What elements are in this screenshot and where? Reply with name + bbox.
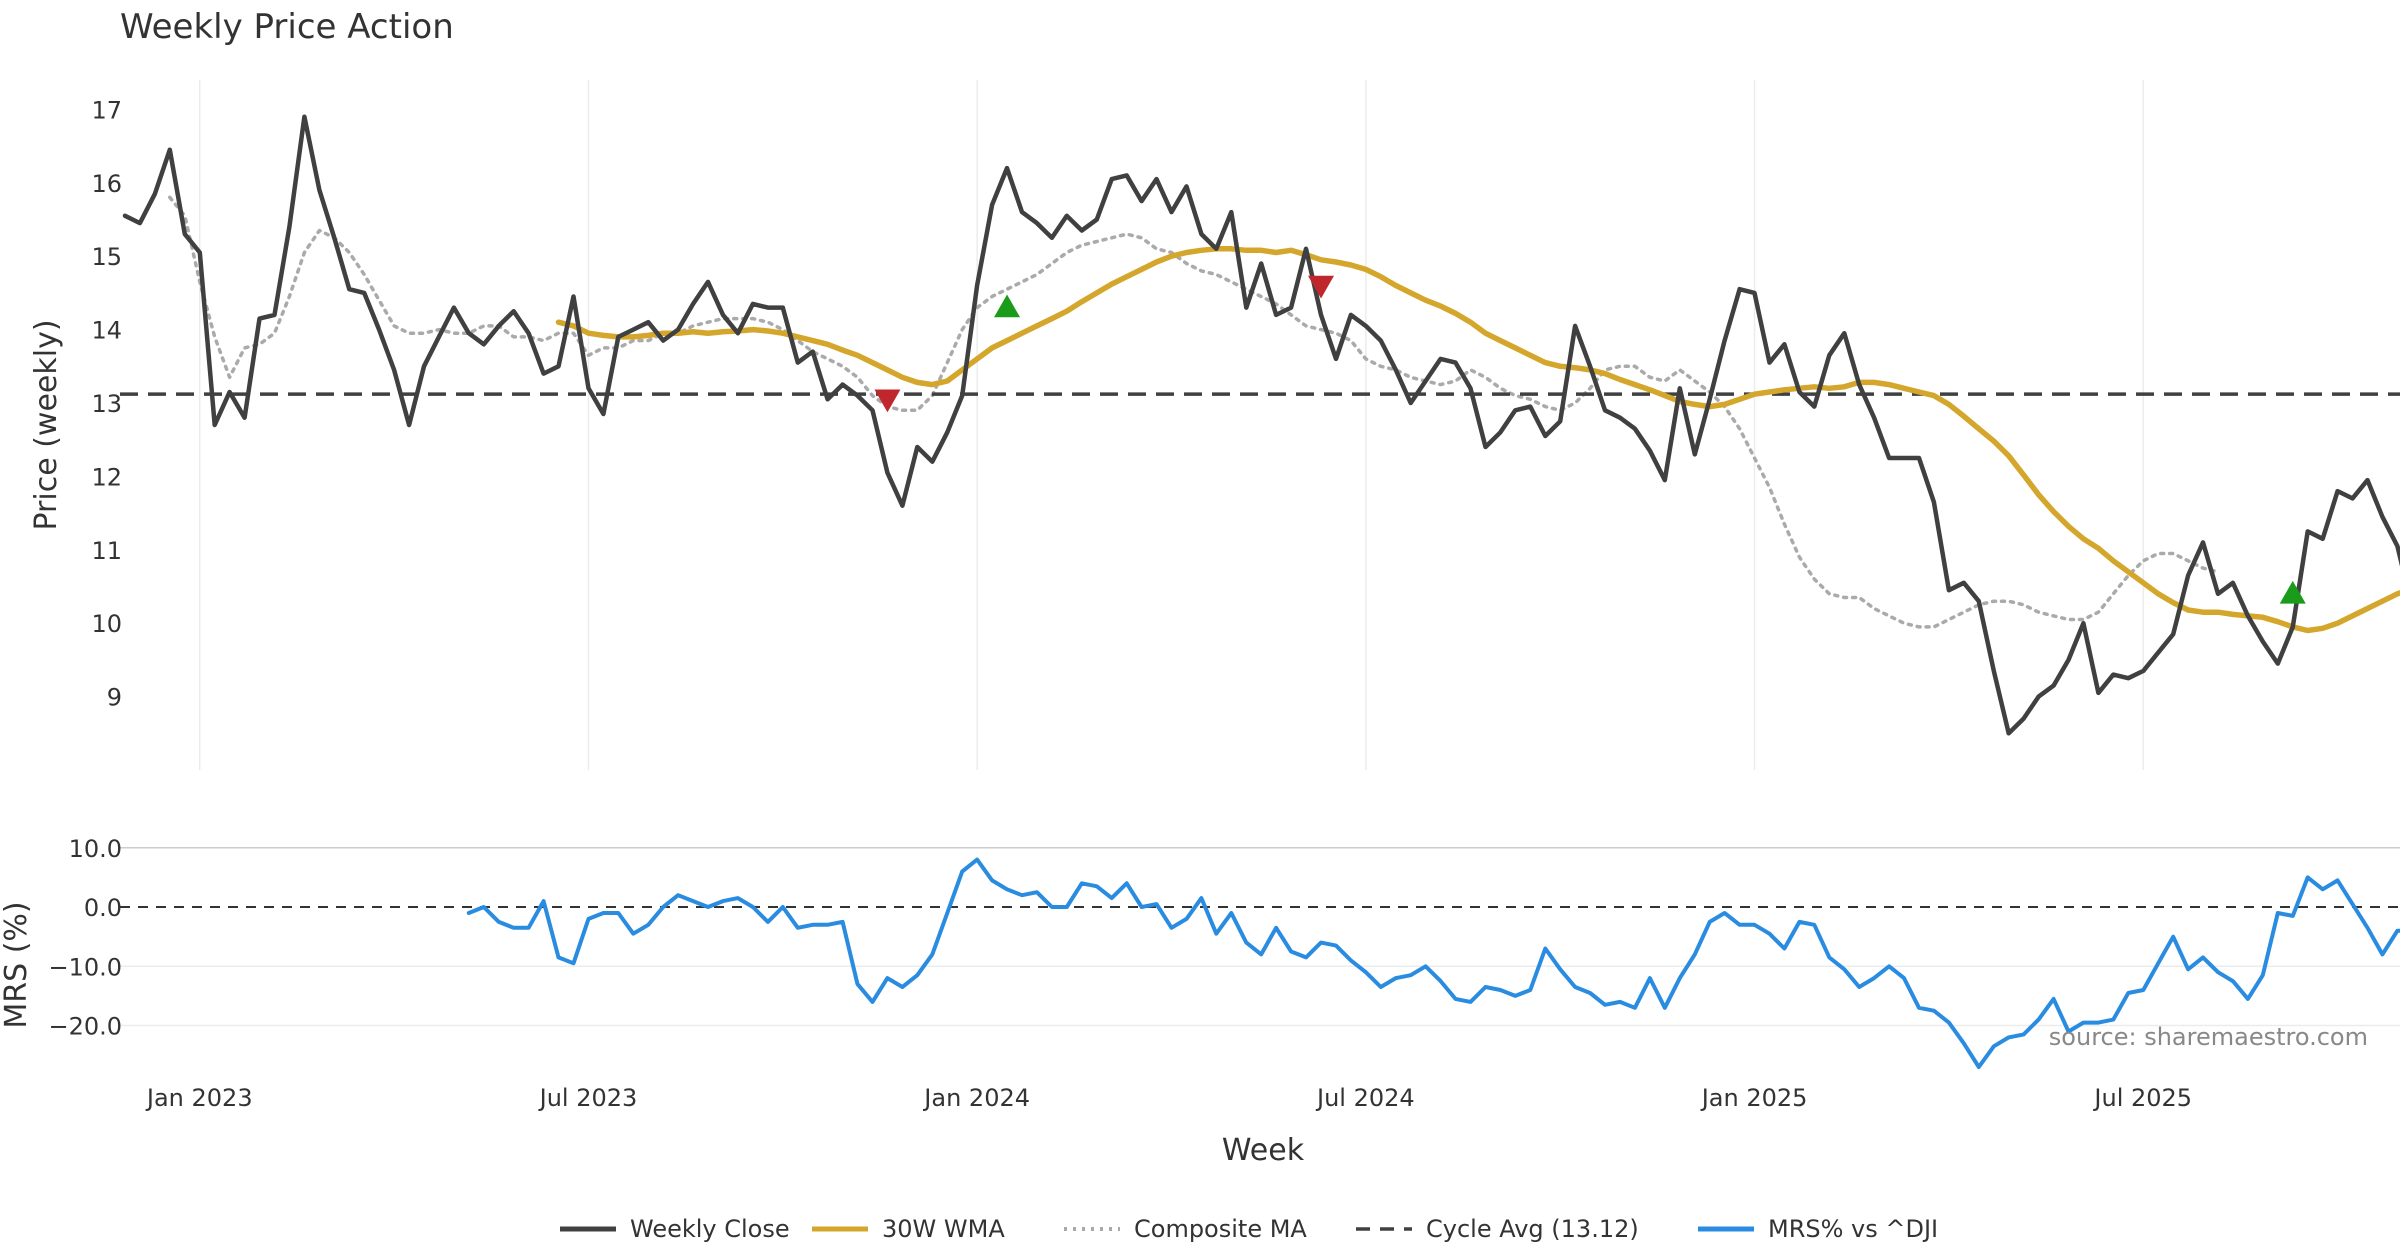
mrs-y-tick: −10.0	[48, 953, 122, 981]
x-tick: Jan 2024	[922, 1084, 1030, 1112]
price-y-tick: 16	[91, 170, 122, 198]
x-tick: Jan 2023	[145, 1084, 253, 1112]
legend-label: Cycle Avg (13.12)	[1426, 1215, 1639, 1243]
signal-markers	[874, 275, 2306, 604]
sell-signal-marker	[1308, 275, 1334, 299]
legend-label: MRS% vs ^DJI	[1768, 1215, 1938, 1243]
weekly-close-line	[122, 114, 2400, 736]
mrs-y-axis-label: MRS (%)	[0, 901, 34, 1028]
mrs-y-tick: 10.0	[69, 835, 122, 863]
legend-label: 30W WMA	[882, 1215, 1005, 1243]
price-y-tick: 14	[91, 317, 122, 345]
mrs-y-tick: 0.0	[84, 894, 122, 922]
mrs-gridlines	[120, 847, 2400, 1027]
mrs-y-ticks: 10.0 0.0 −10.0 −20.0	[48, 835, 122, 1041]
chart-title: Weekly Price Action	[120, 7, 454, 47]
price-y-tick: 13	[91, 390, 122, 418]
x-tick: Jul 2023	[538, 1084, 638, 1112]
sell-signal-marker	[874, 389, 901, 413]
x-ticks: Jan 2023 Jul 2023 Jan 2024 Jul 2024 Jan 2025…	[145, 1084, 2192, 1112]
x-tick: Jul 2024	[1315, 1084, 1415, 1112]
price-series	[120, 114, 2400, 736]
price-y-tick: 11	[91, 537, 122, 565]
legend-item-weekly-close: Weekly Close	[560, 1215, 790, 1243]
price-y-tick: 10	[91, 610, 122, 638]
x-tick: Jul 2025	[2092, 1084, 2192, 1112]
legend-item-cycle-avg-13-12: Cycle Avg (13.12)	[1356, 1215, 1639, 1243]
price-y-tick: 15	[91, 243, 122, 271]
legend-item-mrs-vs-dji: MRS% vs ^DJI	[1698, 1215, 1938, 1243]
legend-label: Weekly Close	[630, 1215, 790, 1243]
x-axis-label: Week	[1222, 1133, 1305, 1168]
mrs-line	[466, 857, 2400, 1069]
buy-signal-marker	[2279, 580, 2306, 604]
30w-wma-line	[555, 246, 2400, 634]
price-y-tick: 17	[91, 96, 122, 124]
price-y-tick: 12	[91, 463, 122, 491]
x-tick: Jan 2025	[1700, 1084, 1808, 1112]
legend-item-30w-wma: 30W WMA	[812, 1215, 1005, 1243]
mrs-y-tick: −20.0	[48, 1013, 122, 1041]
legend-item-composite-ma: Composite MA	[1064, 1215, 1307, 1243]
source-credit: source: sharemaestro.com	[2049, 1023, 2368, 1051]
legend: Weekly Close 30W WMA Composite MA Cycle Avg…	[560, 1215, 1938, 1243]
legend-label: Composite MA	[1134, 1215, 1307, 1243]
price-y-tick: 9	[107, 684, 122, 712]
price-y-ticks: 9 10 11 12 13 14 15 16 17	[91, 96, 122, 711]
price-gridlines	[199, 80, 2144, 770]
price-y-axis-label: Price (weekly)	[29, 319, 64, 530]
composite-ma-line	[168, 195, 2220, 629]
mrs-series	[120, 857, 2400, 1069]
buy-signal-marker	[994, 294, 1021, 318]
